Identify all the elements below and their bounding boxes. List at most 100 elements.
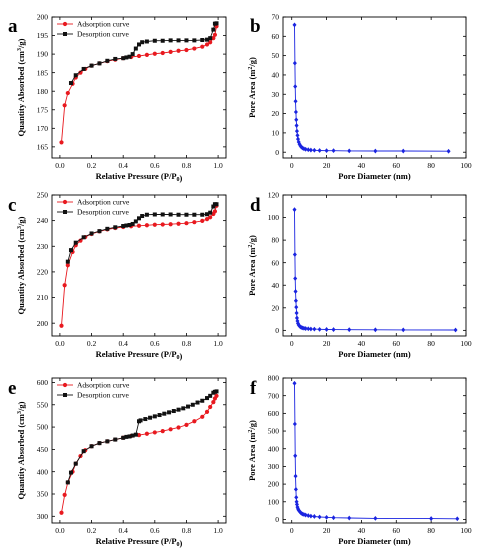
x-tick-label: 20 — [323, 526, 331, 535]
desorption-point — [130, 433, 135, 438]
adsorption-point — [62, 103, 67, 108]
panel-label: e — [8, 378, 16, 399]
desorption-point — [121, 224, 126, 229]
adsorption-point — [204, 409, 210, 415]
panel-label: f — [250, 378, 257, 399]
panel-c: 0.0 0.2 0.4 0.6 0.8 1.0 200 210 220 230 240 250 Rela… — [8, 191, 227, 361]
pore-area-point — [293, 487, 298, 492]
x-tick-label: 0.0 — [55, 161, 65, 170]
adsorption-point — [176, 48, 181, 53]
y-tick-label: 30 — [272, 90, 280, 99]
pore-area-point — [293, 98, 298, 104]
desorption-point — [192, 38, 197, 43]
x-axis-label: Pore Diameter (nm) — [338, 349, 411, 359]
legend-entry: Adsorption curve — [77, 198, 130, 207]
adsorption-point — [168, 427, 173, 432]
pore-area-point — [292, 252, 297, 257]
x-tick-label: 40 — [358, 339, 366, 348]
pore-area-point — [300, 145, 305, 151]
x-tick-label: 40 — [358, 161, 366, 170]
pore-area-point — [331, 327, 336, 332]
adsorption-point — [211, 399, 216, 405]
desorption-point — [73, 240, 78, 245]
adsorption-point — [208, 215, 213, 220]
y-axis-label: Quantity Absorbed (cm3/g) — [16, 401, 26, 499]
y-tick-label: 800 — [268, 374, 280, 383]
desorption-point — [205, 212, 210, 217]
pore-area-point — [317, 326, 322, 332]
panel-label: d — [250, 195, 261, 216]
y-tick-label: 550 — [37, 400, 49, 409]
plot-frame — [51, 194, 227, 337]
y-axis-label: Pore Area (m2/g) — [247, 235, 257, 296]
desorption-point — [140, 214, 145, 219]
pore-area-point — [303, 512, 308, 518]
desorption-point — [208, 210, 213, 215]
desorption-point — [81, 66, 86, 71]
x-tick-label: 40 — [358, 526, 366, 535]
desorption-point — [105, 439, 110, 444]
desorption-point — [113, 437, 118, 442]
x-tick-label: 80 — [427, 339, 435, 348]
adsorption-point — [208, 404, 213, 410]
adsorption-point — [192, 419, 197, 424]
panel-d: 0 20 40 60 80 100 0 20 40 60 80 100 120 Pore Diameter… — [247, 191, 472, 359]
pore-area-point — [324, 514, 329, 520]
adsorption-point — [204, 216, 210, 222]
y-tick-label: 700 — [268, 391, 280, 400]
pore-area-point — [301, 146, 306, 152]
desorption-point — [212, 21, 217, 26]
adsorption-point — [160, 222, 165, 227]
pore-area-point — [331, 148, 336, 154]
desorption-point — [127, 222, 132, 227]
desorption-point — [89, 444, 94, 449]
desorption-point — [171, 409, 176, 414]
pore-area-curve-line — [294, 24, 449, 152]
pore-area-point — [294, 315, 299, 321]
desorption-point — [133, 432, 138, 437]
desorption-point — [160, 212, 165, 217]
desorption-point — [113, 56, 118, 61]
panel-label: a — [8, 16, 18, 37]
pore-area-point — [293, 276, 298, 281]
y-tick-label: 600 — [37, 378, 49, 387]
desorption-point — [211, 204, 216, 209]
adsorption-point — [62, 382, 68, 388]
adsorption-point — [136, 223, 142, 228]
x-axis-label: Relative Pressure (P/P0) — [96, 349, 183, 361]
desorption-point — [97, 229, 102, 234]
desorption-point — [127, 434, 132, 439]
pore-area-point — [312, 514, 317, 519]
pore-area-point — [317, 148, 322, 153]
pore-area-point — [312, 326, 317, 332]
desorption-point — [211, 390, 216, 395]
desorption-point — [148, 415, 153, 420]
desorption-point — [97, 441, 102, 446]
adsorption-point — [62, 21, 68, 27]
y-tick-label: 300 — [37, 512, 49, 521]
y-tick-label: 500 — [37, 423, 49, 432]
pore-area-point — [292, 22, 297, 28]
pore-area-point — [295, 136, 300, 142]
plot-frame — [51, 377, 227, 524]
desorption-point — [212, 202, 217, 207]
pore-area-point — [292, 60, 297, 66]
x-tick-label: 20 — [323, 161, 331, 170]
pore-area-point — [303, 326, 308, 331]
adsorption-point — [59, 140, 64, 145]
desorption-point — [200, 38, 205, 43]
x-tick-label: 0.8 — [182, 526, 192, 535]
pore-area-point — [295, 133, 300, 138]
desorption-point — [65, 480, 70, 485]
y-tick-label: 175 — [37, 105, 49, 114]
adsorption-point — [152, 430, 157, 435]
y-tick-label: 230 — [37, 242, 49, 251]
y-tick-label: 100 — [268, 497, 280, 506]
desorption-point — [133, 219, 138, 224]
desorption-point — [63, 32, 67, 36]
adsorption-point — [62, 199, 68, 205]
pore-area-point — [293, 298, 298, 304]
pore-area-point — [453, 327, 458, 333]
desorption-point — [124, 434, 129, 439]
desorption-point — [137, 419, 141, 424]
